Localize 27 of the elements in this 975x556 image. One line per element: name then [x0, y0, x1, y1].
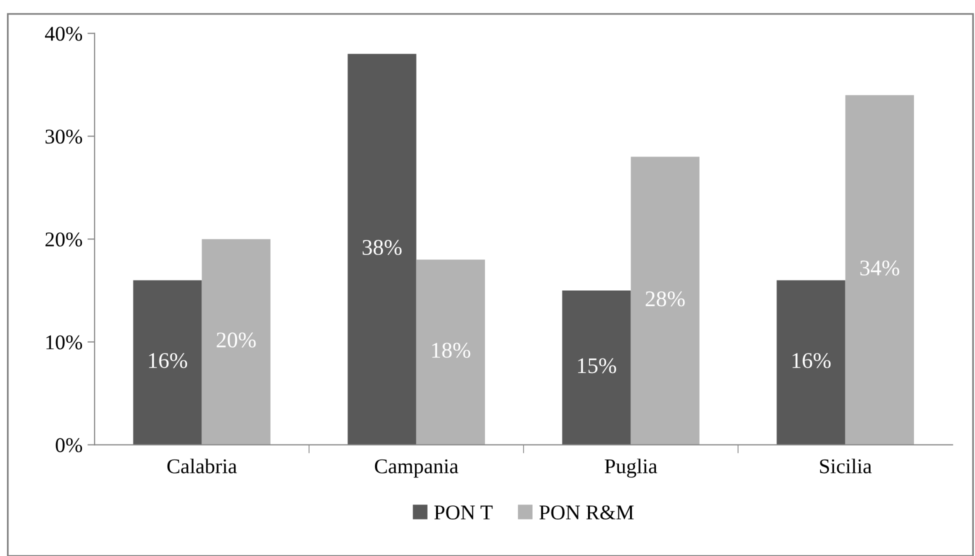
data-label: 34%: [860, 260, 900, 276]
data-label: 16%: [149, 353, 188, 368]
bar: [133, 280, 202, 445]
data-label: 15%: [578, 358, 616, 374]
data-label: 16%: [792, 353, 831, 368]
y-tick-label: 10%: [46, 335, 82, 350]
legend-label: PON R&M: [539, 505, 634, 520]
data-label: 18%: [432, 342, 470, 358]
bar: [202, 239, 270, 445]
y-tick-label: 0%: [56, 438, 82, 452]
bar: [348, 54, 416, 445]
x-tick-label: Sicilia: [820, 458, 872, 474]
x-tick-label: Puglia: [604, 458, 658, 478]
bar: [776, 280, 846, 445]
data-label: 38%: [362, 240, 402, 255]
bar: [630, 156, 700, 445]
data-label: 20%: [216, 332, 256, 348]
bar: [416, 260, 485, 445]
x-tick-label: Calabria: [167, 458, 237, 474]
y-tick-label: 20%: [45, 232, 82, 247]
bar: [562, 290, 631, 445]
legend-label: PON T: [434, 505, 493, 520]
y-tick-label: 30%: [46, 130, 82, 144]
y-tick-label: 40%: [44, 26, 82, 41]
data-label: 28%: [646, 291, 685, 306]
x-tick-label: Campania: [374, 459, 458, 478]
bar: [845, 95, 914, 445]
